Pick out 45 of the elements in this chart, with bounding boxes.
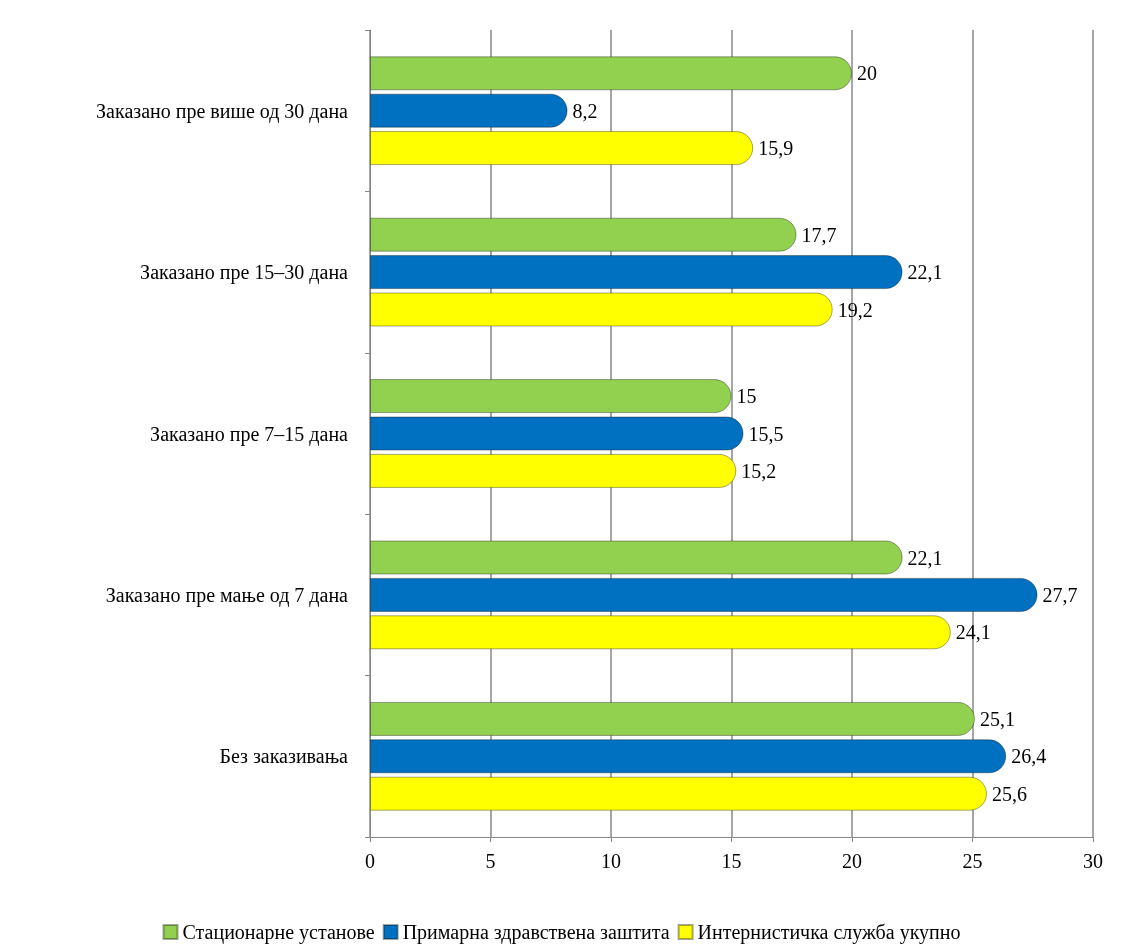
- data-label: 20: [857, 62, 877, 85]
- y-tick-label: Без заказивања: [219, 745, 349, 768]
- data-label: 26,4: [1011, 745, 1047, 768]
- data-label: 25,6: [991, 782, 1027, 805]
- bar: [370, 739, 1007, 774]
- bar: [370, 615, 951, 650]
- data-label: 27,7: [1042, 583, 1078, 606]
- data-label: 17,7: [801, 223, 837, 246]
- bar: [370, 93, 568, 128]
- y-tick-label: Заказано пре више од 30 дана: [96, 99, 349, 123]
- bar: [370, 416, 744, 451]
- y-tick-label: Заказано пре 7–15 дана: [150, 422, 349, 446]
- x-tick-label: 30: [1083, 850, 1103, 872]
- data-label: 24,1: [955, 621, 991, 644]
- legend-label: Примарна здравствена заштита: [402, 921, 670, 944]
- bar: [370, 577, 1038, 612]
- x-tick-label: 15: [721, 850, 742, 872]
- x-tick-label: 25: [962, 850, 983, 872]
- x-tick-label: 10: [601, 850, 621, 872]
- y-tick-label: Заказано пре мање од 7 дана: [105, 583, 349, 607]
- data-label: 15,5: [748, 422, 784, 445]
- bar: [370, 131, 754, 166]
- x-tick-label: 20: [842, 850, 862, 872]
- y-tick-label: Заказано пре 15–30 дана: [140, 261, 349, 285]
- data-label: 15: [736, 385, 757, 408]
- bar: [370, 379, 732, 414]
- data-label: 25,1: [979, 707, 1015, 730]
- legend-label: Интернистичка служба укупно: [697, 921, 961, 944]
- bar: [370, 255, 903, 290]
- bar: [370, 292, 833, 327]
- bar: [370, 540, 903, 575]
- legend-label: Стационарне установе: [182, 921, 375, 944]
- bar: [370, 701, 975, 736]
- data-label: 22,1: [907, 546, 943, 569]
- bar: [370, 217, 797, 252]
- bar: [370, 776, 987, 811]
- bar: [370, 453, 737, 488]
- x-tick-label: 5: [485, 850, 496, 872]
- bar: [370, 56, 852, 91]
- data-label: 19,2: [837, 298, 873, 321]
- data-label: 15,9: [758, 137, 794, 160]
- data-label: 22,1: [907, 261, 943, 284]
- x-tick-label: 0: [365, 850, 375, 872]
- data-label: 8,2: [572, 99, 598, 122]
- data-label: 15,2: [741, 459, 777, 482]
